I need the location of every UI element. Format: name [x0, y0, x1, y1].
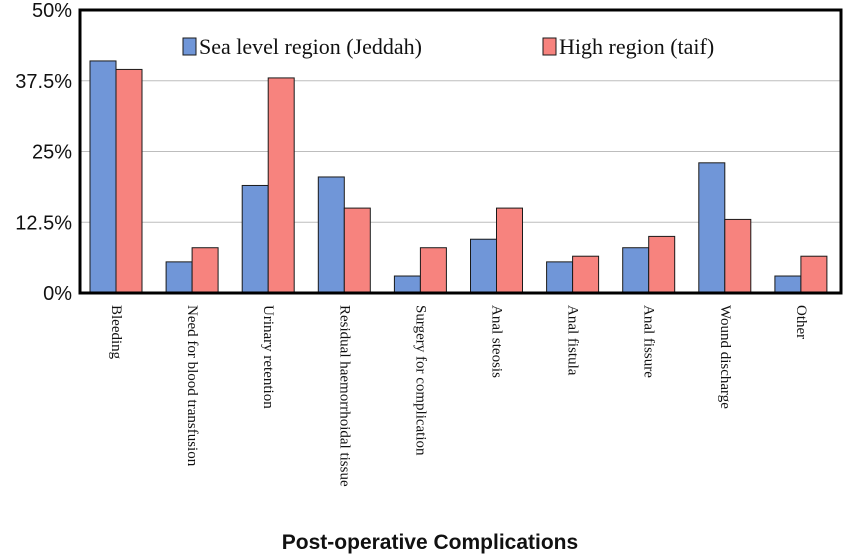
- x-category-label: Bleeding: [108, 305, 124, 360]
- bar-sea-level: [622, 247, 650, 294]
- legend: Sea level region (Jeddah) High region (ta…: [182, 34, 714, 59]
- bar-sea-level: [774, 275, 802, 294]
- y-tick-label: 12.5%: [15, 212, 72, 234]
- x-axis-categories: Bleeding Need for blood transfusion Urinar…: [108, 305, 809, 487]
- bar-sea-level: [698, 162, 726, 294]
- y-tick-label: 0%: [43, 283, 72, 305]
- bar-high-region: [572, 255, 600, 294]
- x-category-label: Anal steosis: [489, 305, 505, 378]
- x-category-label: Urinary retention: [260, 305, 276, 409]
- legend-swatch: [542, 37, 557, 56]
- bar-high-region: [343, 207, 371, 294]
- x-category-label: Residual haemorrhoidal tissue: [336, 305, 352, 487]
- bar-sea-level: [393, 275, 421, 294]
- bars: [89, 60, 828, 294]
- x-category-label: Anal fissure: [641, 305, 657, 378]
- bar-sea-level: [546, 261, 574, 294]
- bar-high-region: [496, 207, 523, 294]
- plot-frame: [78, 8, 843, 295]
- grid-lines: [80, 80, 841, 223]
- bar-high-region: [267, 77, 295, 294]
- y-tick-label: 50%: [32, 0, 72, 22]
- x-category-label: Anal fistula: [565, 305, 581, 376]
- bar-high-region: [419, 247, 447, 294]
- legend-swatch: [182, 37, 197, 56]
- y-tick-label: 37.5%: [15, 71, 72, 93]
- bar-sea-level: [470, 238, 497, 294]
- x-axis-title: Post-operative Complications: [282, 531, 578, 554]
- bar-high-region: [724, 218, 752, 294]
- bar-sea-level: [165, 261, 193, 294]
- x-category-label: Other: [793, 305, 809, 339]
- y-tick-label: 25%: [32, 142, 72, 164]
- bar-sea-level: [89, 60, 117, 294]
- x-category-label: Need for blood transfusion: [184, 305, 200, 467]
- bar-high-region: [648, 235, 676, 294]
- legend-label: Sea level region (Jeddah): [199, 34, 422, 59]
- bar-sea-level: [317, 176, 345, 294]
- y-axis-ticks: 0% 12.5% 25% 37.5% 50%: [15, 0, 72, 305]
- bar-high-region: [800, 255, 828, 294]
- x-category-label: Surgery for complication: [412, 305, 428, 456]
- bar-sea-level: [241, 184, 269, 294]
- bar-high-region: [191, 247, 219, 294]
- legend-label: High region (taif): [559, 34, 714, 59]
- bar-high-region: [115, 68, 143, 294]
- x-category-label: Wound discharge: [717, 305, 733, 409]
